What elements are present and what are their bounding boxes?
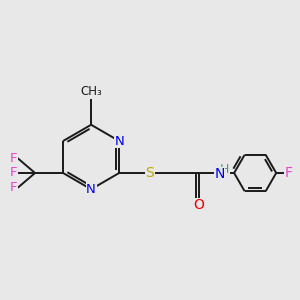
Text: N: N [114,134,124,148]
Text: CH₃: CH₃ [80,85,102,98]
Text: F: F [10,167,17,179]
Text: S: S [146,166,154,180]
Text: N: N [214,167,225,182]
Text: F: F [285,166,293,180]
Text: H: H [220,163,229,176]
Text: F: F [10,182,17,194]
Text: O: O [194,198,205,212]
Text: N: N [86,183,96,196]
Text: F: F [10,152,17,165]
